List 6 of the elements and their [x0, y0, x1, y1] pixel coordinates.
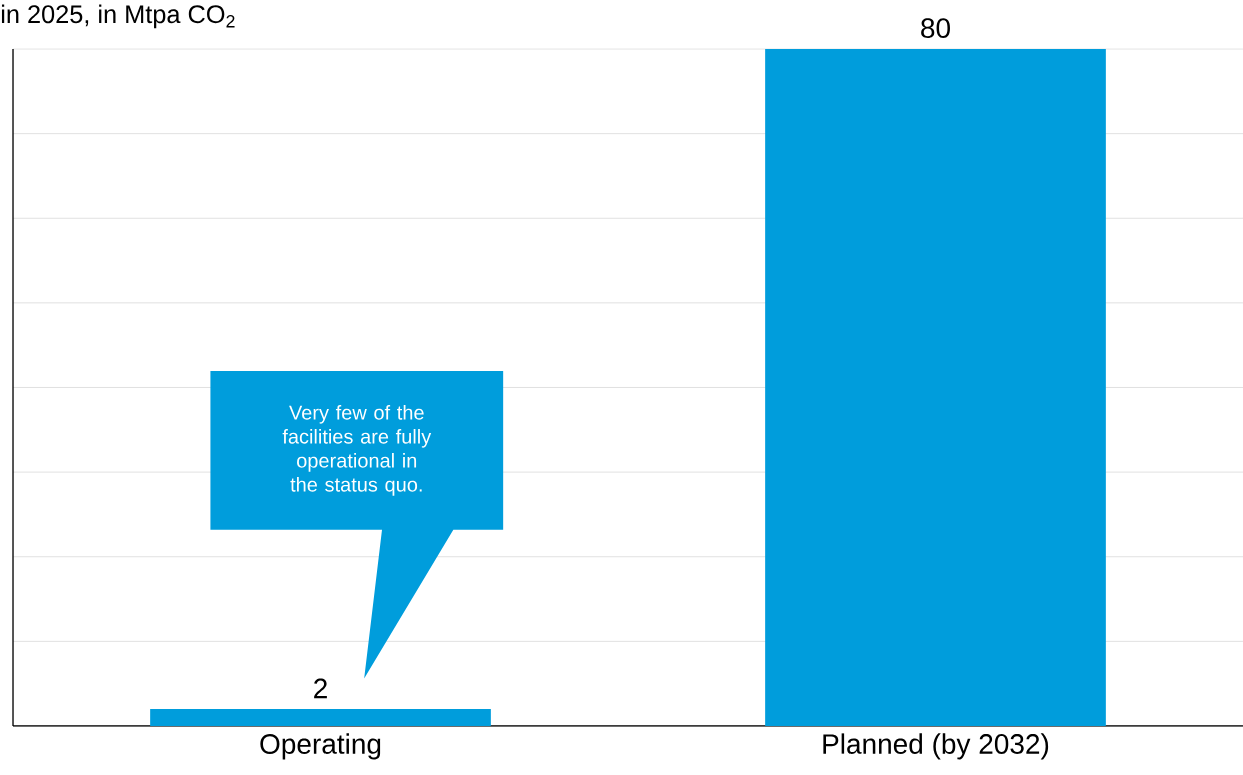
- chart-title: in 2025, in Mtpa CO$_{2}$: [1, 4, 235, 29]
- x-tick-label: Operating: [260, 733, 381, 760]
- data-label: 2: [314, 678, 327, 699]
- data-label: 80: [921, 18, 950, 39]
- annotation: Very few of the facilities are fully operational in the status quo.: [282, 405, 432, 496]
- x-tick-label: Planned (by 2032): [823, 733, 1049, 760]
